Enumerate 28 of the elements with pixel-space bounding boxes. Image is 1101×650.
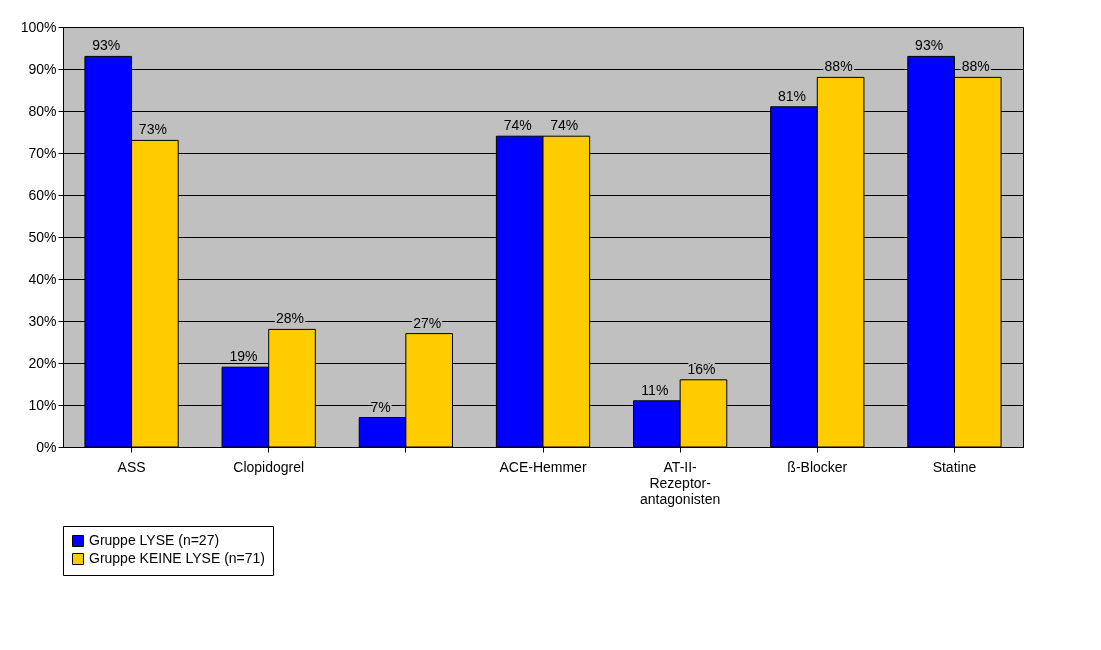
data-label: 81% — [777, 87, 806, 104]
y-tick-label: 20% — [28, 354, 57, 371]
y-tick-label: 100% — [20, 18, 57, 35]
data-label: 19% — [229, 348, 258, 365]
legend-label: Gruppe KEINE LYSE (n=71) — [89, 550, 265, 566]
x-tick-label: Clopidogrel — [233, 458, 305, 475]
y-tick-label: 70% — [28, 144, 57, 161]
y-tick-label: 40% — [28, 270, 57, 287]
data-label: 73% — [138, 121, 167, 138]
data-label: 93% — [915, 37, 944, 54]
x-tick-label: ß-Blocker — [787, 458, 848, 475]
y-tick-label: 50% — [28, 228, 57, 245]
y-tick-label: 30% — [28, 312, 57, 329]
legend-label: Gruppe LYSE (n=27) — [89, 532, 220, 548]
x-tick-label: Statine — [932, 458, 977, 475]
data-label: 74% — [503, 117, 532, 134]
data-label: 16% — [687, 360, 716, 377]
y-tick-label: 10% — [28, 396, 57, 413]
y-tick-label: 0% — [36, 438, 57, 455]
x-tick-label: ACE-Hemmer — [499, 458, 587, 475]
data-label: 93% — [92, 37, 121, 54]
y-tick-label: 80% — [28, 102, 57, 119]
x-tick-label: ASS — [117, 458, 146, 475]
data-label: 11% — [641, 381, 669, 398]
y-tick-label: 90% — [28, 60, 57, 77]
y-tick-label: 60% — [28, 186, 57, 203]
data-label: 74% — [550, 117, 579, 134]
x-tick-label: AT-II- Rezeptor- antagonisten — [640, 458, 721, 507]
